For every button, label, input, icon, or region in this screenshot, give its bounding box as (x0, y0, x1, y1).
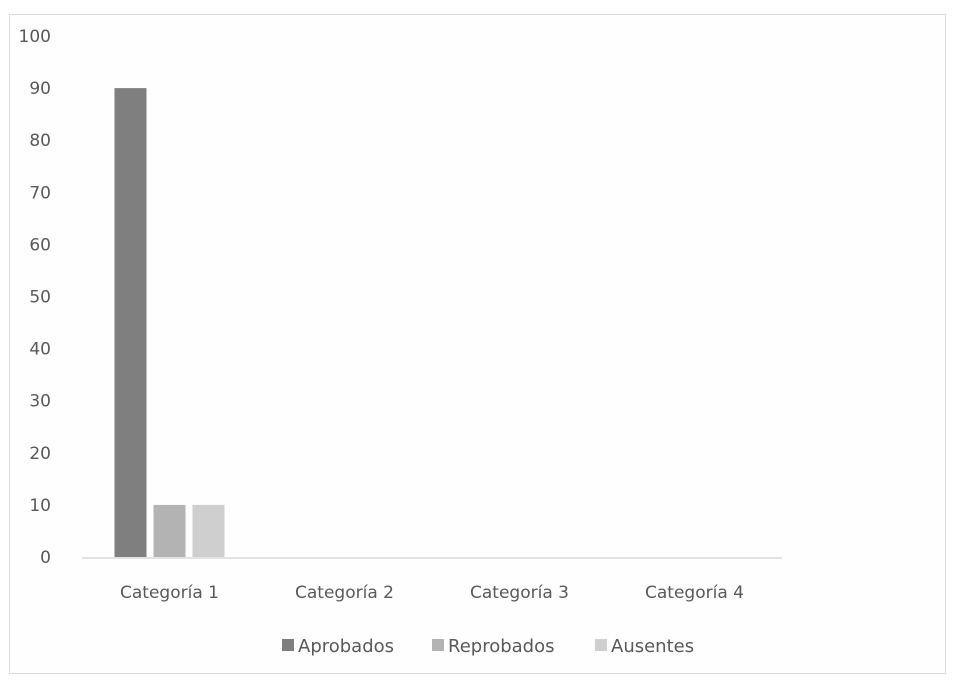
chart-frame (9, 14, 946, 674)
x-tick-label: Categoría 4 (645, 583, 744, 603)
y-tick-label: 40 (29, 340, 51, 360)
legend-label-ausentes: Ausentes (611, 636, 694, 657)
bar-group (114, 88, 225, 557)
y-tick-label: 30 (29, 392, 51, 412)
legend: Aprobados Reprobados Ausentes (282, 636, 694, 657)
x-tick-label: Categoría 3 (470, 583, 569, 603)
y-tick-label: 20 (29, 444, 51, 464)
y-tick-label: 80 (29, 131, 51, 151)
bar-reprobados-cat-1 (153, 504, 186, 557)
x-tick-label: Categoría 1 (120, 583, 219, 603)
y-tick-label: 100 (19, 27, 51, 47)
y-tick-label: 0 (40, 548, 51, 568)
y-tick-label: 60 (29, 235, 51, 255)
legend-swatch-ausentes (595, 639, 607, 651)
bar-ausentes-cat-1 (192, 504, 225, 557)
legend-label-reprobados: Reprobados (448, 636, 555, 657)
legend-label-aprobados: Aprobados (298, 636, 394, 657)
legend-swatch-reprobados (432, 639, 444, 651)
y-tick-label: 90 (29, 79, 51, 99)
x-axis-tick-labels: Categoría 1 Categoría 2 Categoría 3 Categor… (120, 583, 744, 603)
y-tick-label: 50 (29, 288, 51, 308)
y-tick-label: 70 (29, 183, 51, 203)
bar-aprobados-cat-1 (114, 88, 147, 557)
legend-swatch-aprobados (282, 639, 294, 651)
x-tick-label: Categoría 2 (295, 583, 394, 603)
y-tick-label: 10 (29, 496, 51, 516)
y-axis-tick-labels: 0 10 20 30 40 50 60 70 80 90 100 (19, 27, 51, 568)
